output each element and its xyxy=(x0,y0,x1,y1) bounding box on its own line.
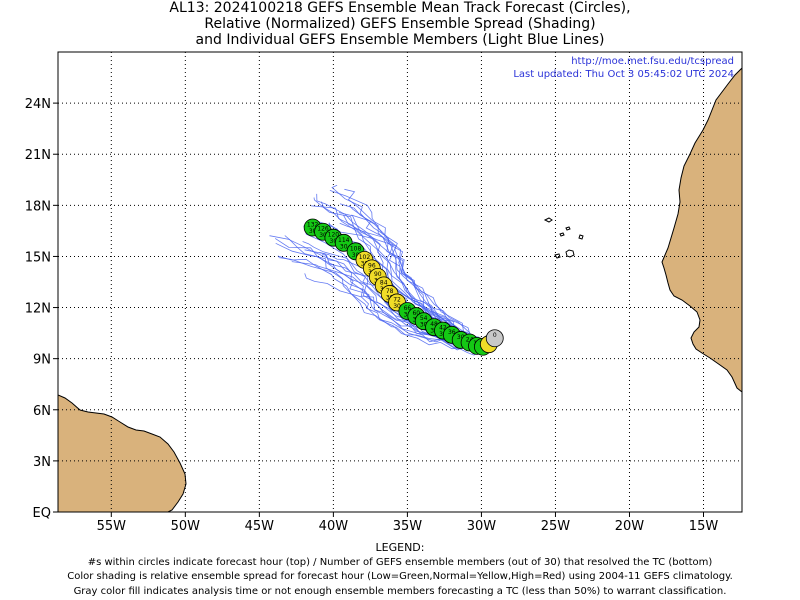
legend-line-2: Color shading is relative ensemble sprea… xyxy=(67,571,733,582)
forecast-hour-label: 84 xyxy=(380,279,388,286)
forecast-hour-label: 132 xyxy=(307,221,319,228)
map-area: 1323012630120301143010830102309630903084… xyxy=(58,52,742,512)
title-line-2: Relative (Normalized) GEFS Ensemble Spre… xyxy=(204,16,596,32)
member-count-label: 30 xyxy=(330,238,338,245)
forecast-hour-label: 96 xyxy=(368,262,376,269)
forecast-hour-label: 48 xyxy=(430,321,438,328)
legend-heading: LEGEND: xyxy=(375,541,425,554)
member-count-label: 30 xyxy=(420,322,428,329)
africa-landmass xyxy=(661,52,742,393)
legend-line-1: #s within circles indicate forecast hour… xyxy=(87,556,713,568)
source-url[interactable]: http://moe.met.fsu.edu/tcspread xyxy=(571,56,734,67)
forecast-hour-label: 120 xyxy=(328,232,340,239)
y-tick-label: 3N xyxy=(33,455,51,470)
forecast-hour-label: 60 xyxy=(412,310,420,317)
x-tick-label: 25W xyxy=(541,519,571,534)
x-tick-label: 30W xyxy=(467,519,497,534)
track-point: 0 xyxy=(485,329,504,348)
forecast-hour-label: 24 xyxy=(466,336,474,343)
land-areas xyxy=(58,52,742,512)
x-tick-label: 40W xyxy=(319,519,349,534)
forecast-hour-label: 66 xyxy=(404,305,412,312)
x-tick-label: 35W xyxy=(393,519,423,534)
y-tick-label: 12N xyxy=(25,302,51,317)
member-count-label: 30 xyxy=(393,303,401,310)
forecast-hour-label: 36 xyxy=(448,329,456,336)
y-tick-label: 18N xyxy=(25,199,51,214)
x-tick-label: 45W xyxy=(245,519,275,534)
south-america-landmass xyxy=(58,394,187,512)
x-tick-label: 50W xyxy=(171,519,201,534)
forecast-hour-label: 90 xyxy=(374,271,382,278)
member-count-label: 30 xyxy=(340,243,348,250)
y-tick-label: 9N xyxy=(33,353,51,368)
x-tick-label: 20W xyxy=(615,519,645,534)
x-tick-label: 15W xyxy=(689,519,719,534)
x-tick-label: 55W xyxy=(97,519,127,534)
forecast-hour-label: 54 xyxy=(420,315,428,322)
title-line-3: and Individual GEFS Ensemble Members (Li… xyxy=(195,32,605,48)
forecast-hour-label: 126 xyxy=(317,226,329,233)
forecast-hour-label: 108 xyxy=(350,245,362,252)
y-tick-label: 6N xyxy=(33,404,51,419)
y-tick-label: EQ xyxy=(33,506,51,521)
forecast-hour-label: 42 xyxy=(439,325,447,332)
map-frame xyxy=(57,51,743,513)
graticule xyxy=(58,52,742,512)
forecast-hour-label: 114 xyxy=(338,237,350,244)
y-tick-label: 15N xyxy=(25,250,51,265)
mean-track-circles: 1323012630120301143010830102309630903084… xyxy=(303,218,504,356)
cape-verde-islands xyxy=(543,217,584,259)
title-line-1: AL13: 2024100218 GEFS Ensemble Mean Trac… xyxy=(169,0,631,16)
member-count-label: 30 xyxy=(319,232,327,239)
member-count-label: 30 xyxy=(352,252,360,259)
chart-title: AL13: 2024100218 GEFS Ensemble Mean Trac… xyxy=(0,0,800,48)
axes: 55W 50W 45W 40W 35W 30W 25W 20W 15W EQ 3N 6N 9N 12N 15… xyxy=(25,97,719,534)
forecast-hour-label: 102 xyxy=(359,254,371,261)
ensemble-member-track xyxy=(304,273,494,356)
last-updated-text: Last updated: Thu Oct 3 05:45:02 UTC 202… xyxy=(513,69,734,80)
member-count-label: 30 xyxy=(309,228,317,235)
forecast-hour-label: 78 xyxy=(386,288,394,295)
y-tick-label: 21N xyxy=(25,148,51,163)
track-circle xyxy=(485,329,504,348)
forecast-hour-label: 72 xyxy=(393,296,401,303)
forecast-hour-label: 30 xyxy=(457,334,465,341)
forecast-hour-label: 0 xyxy=(493,332,497,339)
legend-line-3: Gray color fill indicates analysis time … xyxy=(73,585,727,597)
legend: LEGEND: #s within circles indicate forec… xyxy=(0,541,800,599)
y-tick-label: 24N xyxy=(25,97,51,112)
